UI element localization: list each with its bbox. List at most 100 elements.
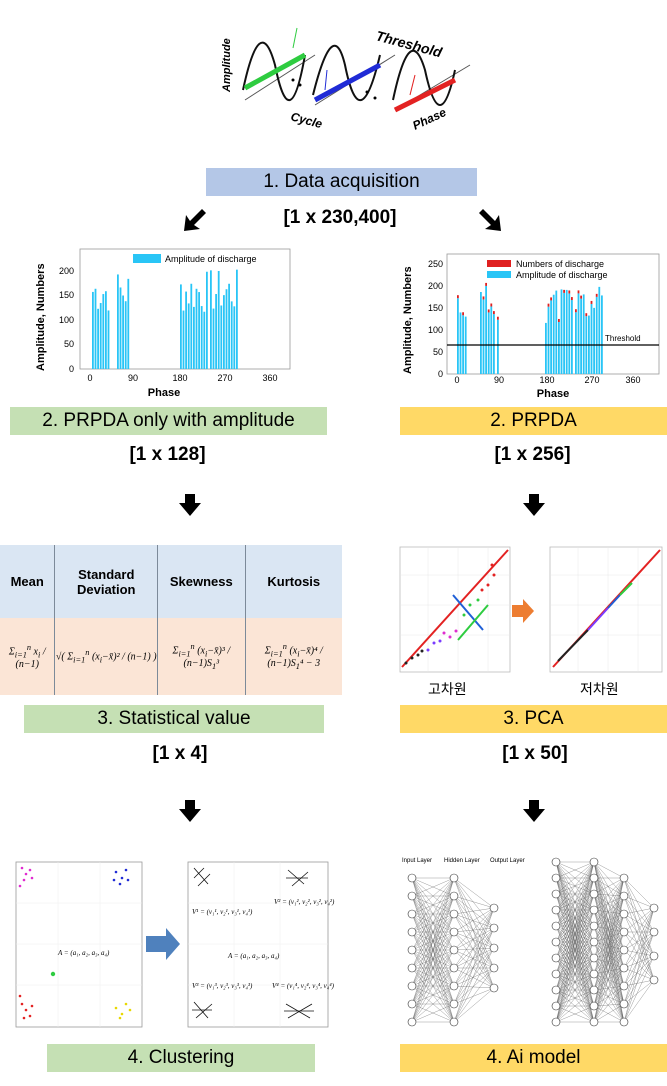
- nn-edge: [555, 957, 595, 1023]
- bar: [92, 291, 94, 369]
- nn-edge: [593, 909, 625, 915]
- nn-edge: [593, 925, 625, 987]
- bar: [182, 310, 185, 369]
- sine-wave-2: [312, 44, 396, 106]
- nn-edge: [411, 877, 455, 897]
- nn-edge: [453, 877, 495, 909]
- right-discharge-bars: [457, 282, 603, 374]
- bar: [200, 306, 203, 369]
- nn-edge: [453, 907, 495, 1005]
- step1-dims: [1 x 230,400]: [283, 207, 397, 228]
- nn-edge: [453, 913, 495, 989]
- nn-edge: [593, 957, 625, 987]
- bar: [565, 289, 568, 374]
- header-std: Standard Deviation: [54, 545, 158, 618]
- bar: [487, 312, 490, 374]
- nn-edge: [593, 989, 625, 1023]
- nn-output-layer-label: Output Layer: [490, 858, 525, 864]
- nn-node: [589, 953, 599, 963]
- nn-node: [589, 857, 599, 867]
- step2-left-box: 2. PRPDA only with amplitude: [10, 407, 327, 435]
- nn-edge: [593, 949, 625, 1023]
- nn-edge: [453, 913, 495, 949]
- nn-edge: [593, 861, 625, 987]
- nn-edge: [623, 907, 655, 915]
- bar: [593, 307, 595, 374]
- nn-node: [551, 985, 561, 995]
- nn-edge: [453, 985, 495, 989]
- bar: [212, 308, 215, 369]
- step3-right-label: 3. PCA: [503, 708, 564, 729]
- nn-edge: [453, 967, 495, 1023]
- step3-right-dims: [1 x 50]: [502, 743, 568, 764]
- bar: [94, 288, 97, 369]
- statistics-table: Mean Standard Deviation Skewness Kurtosi…: [0, 545, 342, 695]
- nn-node: [489, 943, 499, 953]
- nn-node: [551, 873, 561, 883]
- bar-cap: [590, 300, 593, 304]
- amplitude-label: Amplitude: [221, 38, 233, 93]
- nn-edge: [453, 895, 495, 989]
- bar: [187, 303, 190, 369]
- step2-right-dims: [1 x 256]: [494, 444, 571, 465]
- nn-edge: [453, 927, 495, 1005]
- svg-text:200: 200: [428, 281, 443, 291]
- nn-edge: [623, 931, 655, 951]
- nn-hidden-layer-label: Hidden Layer: [444, 858, 480, 864]
- left-amplitude-bars: [92, 269, 238, 369]
- bar: [180, 284, 182, 369]
- nn-edge: [555, 861, 595, 927]
- nn-edge: [453, 895, 495, 909]
- formula-kurtosis: Σi=1n (xi−x̄)⁴ / (n−1)S1⁴ − 3: [244, 618, 342, 695]
- bar-cap: [580, 295, 582, 299]
- nn-edge: [593, 985, 625, 1023]
- centroid-v1-label: V¹ = (v₁¹, v₂¹, v₃¹, v₄¹): [192, 908, 253, 916]
- nn-node: [407, 999, 417, 1009]
- nn-edge: [593, 861, 625, 1005]
- nn-node: [619, 873, 629, 883]
- bar-cap: [547, 303, 550, 307]
- nn-node: [489, 983, 499, 993]
- nn-edge: [411, 877, 455, 987]
- nn-edge: [453, 877, 495, 929]
- nn-edge: [453, 907, 495, 1023]
- nn-edge: [453, 907, 495, 987]
- neural-network-illustration: Input Layer Hidden Layer Output Layer: [402, 857, 659, 1027]
- bar: [193, 306, 195, 369]
- nn-edge: [453, 895, 495, 949]
- nn-edge: [623, 949, 655, 957]
- bar-cap: [490, 303, 493, 307]
- nn-edge: [453, 947, 495, 951]
- left-xticks: 0 90 180 270 360: [87, 373, 277, 383]
- nn-edge: [593, 949, 625, 975]
- nn-node: [589, 937, 599, 947]
- nn-node: [589, 873, 599, 883]
- nn-node: [551, 921, 561, 931]
- svg-text:270: 270: [584, 375, 599, 385]
- nn-edge: [593, 909, 625, 951]
- nn-edge: [411, 931, 455, 1023]
- step4-left-box: 4. Clustering: [47, 1044, 315, 1072]
- nn-edge: [593, 941, 625, 1023]
- nn-node: [551, 857, 561, 867]
- nn-node: [649, 951, 659, 961]
- nn-node: [589, 1017, 599, 1027]
- bar: [97, 308, 99, 369]
- bar: [459, 312, 462, 374]
- nn-edge: [453, 895, 495, 929]
- nn-edge: [593, 1003, 625, 1023]
- right-prpda-chart: Threshold Numbers of discharge Amplitude…: [402, 253, 660, 400]
- nn-node: [619, 1017, 629, 1027]
- pca-low-dim-label: 저차원: [580, 681, 619, 697]
- nn-edge: [593, 895, 625, 959]
- bar: [550, 300, 552, 374]
- nn-node: [619, 963, 629, 973]
- bar: [482, 299, 485, 374]
- header-mean: Mean: [0, 545, 55, 618]
- bar: [601, 295, 603, 374]
- nn-edge: [593, 941, 625, 969]
- bar-cap: [595, 293, 598, 297]
- nn-edge: [593, 967, 625, 975]
- bar-cap: [568, 290, 571, 294]
- nn-edge: [593, 877, 625, 975]
